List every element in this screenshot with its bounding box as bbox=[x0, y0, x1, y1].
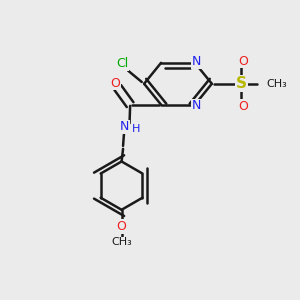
Text: N: N bbox=[192, 55, 201, 68]
Text: N: N bbox=[192, 99, 201, 112]
Text: O: O bbox=[110, 77, 120, 90]
Text: H: H bbox=[132, 124, 140, 134]
Text: CH₃: CH₃ bbox=[266, 79, 287, 89]
Text: S: S bbox=[236, 76, 247, 91]
Text: Cl: Cl bbox=[116, 57, 128, 70]
Text: N: N bbox=[119, 120, 129, 133]
Text: CH₃: CH₃ bbox=[111, 237, 132, 247]
Text: O: O bbox=[238, 100, 248, 113]
Text: O: O bbox=[117, 220, 127, 233]
Text: O: O bbox=[238, 55, 248, 68]
